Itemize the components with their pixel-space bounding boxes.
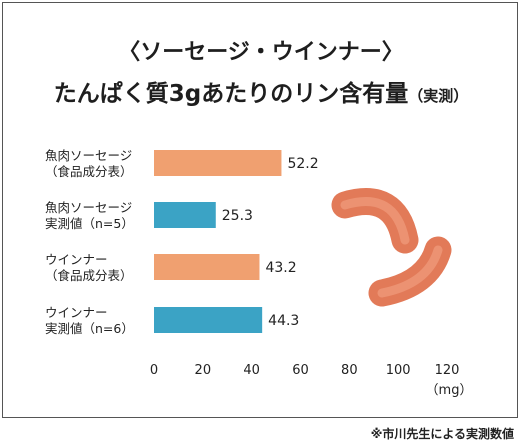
category-label: （食品成分表） bbox=[45, 164, 133, 179]
bar-value-label: 43.2 bbox=[265, 260, 296, 276]
category-label: 魚肉ソーセージ bbox=[45, 148, 132, 163]
x-tick-label: 100 bbox=[386, 363, 411, 378]
chart-title-line1: 〈ソーセージ・ウインナー〉 bbox=[118, 40, 404, 65]
footnote: ※市川先生による実測数値 bbox=[370, 427, 514, 441]
bar bbox=[154, 307, 263, 333]
x-tick-label: 20 bbox=[195, 363, 212, 378]
x-unit-label: （mg） bbox=[426, 383, 473, 398]
category-label: 実測値（n=6） bbox=[45, 321, 134, 336]
bar bbox=[154, 150, 282, 176]
x-tick-label: 0 bbox=[150, 363, 158, 378]
bar bbox=[154, 254, 260, 280]
category-label: ウインナー bbox=[45, 305, 108, 320]
x-tick-label: 60 bbox=[292, 363, 309, 378]
chart-title-suffix: （実測） bbox=[408, 87, 469, 105]
bar-value-label: 25.3 bbox=[222, 208, 253, 224]
bar-value-label: 52.2 bbox=[287, 156, 318, 172]
category-label: （食品成分表） bbox=[45, 268, 133, 283]
x-tick-label: 80 bbox=[341, 363, 358, 378]
bar-value-label: 44.3 bbox=[268, 313, 299, 329]
x-axis: 0 20 40 60 80 100 120 （mg） bbox=[150, 363, 473, 398]
category-label: 魚肉ソーセージ bbox=[45, 200, 132, 215]
category-label: 実測値（n=5） bbox=[45, 216, 134, 231]
category-label: ウインナー bbox=[45, 252, 108, 267]
x-tick-label: 40 bbox=[243, 363, 260, 378]
labels-layer: 52.2魚肉ソーセージ（食品成分表）25.3魚肉ソーセージ実測値（n=5）43.… bbox=[45, 148, 319, 336]
x-tick-label: 120 bbox=[435, 363, 460, 378]
chart-title-line2: たんぱく質3gあたりのリン含有量（実測） bbox=[0, 74, 522, 108]
chart-frame bbox=[2, 2, 518, 418]
sausage-illustration bbox=[331, 188, 452, 307]
chart-title-main: たんぱく質3gあたりのリン含有量 bbox=[53, 81, 409, 107]
bar bbox=[154, 202, 216, 228]
bars-layer bbox=[154, 150, 282, 333]
